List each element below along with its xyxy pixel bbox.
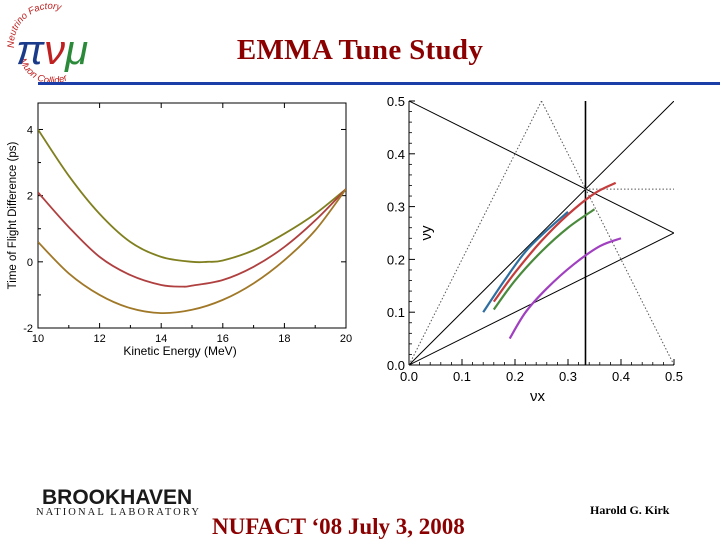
series-line-upper xyxy=(38,128,346,264)
y-tick-label: 0.4 xyxy=(387,147,405,162)
y-axis-label: Time of Flight Difference (ps) xyxy=(7,142,19,290)
x-axis-label: Kinetic Energy (MeV) xyxy=(123,344,236,358)
resonance-line-3nux-left xyxy=(409,101,542,365)
logo-glyph: π xyxy=(16,26,45,73)
x-axis-label: νx xyxy=(530,388,546,405)
footer-author: Harold G. Kirk xyxy=(590,503,670,517)
series-line-middle xyxy=(38,188,346,288)
footer-event: NUFACT ‘08 July 3, 2008 xyxy=(212,514,465,539)
x-tick-label: 18 xyxy=(278,333,290,345)
x-tick-label: 0.3 xyxy=(559,369,577,384)
y-tick-label: 4 xyxy=(27,124,33,136)
y-tick-label: 0.2 xyxy=(387,252,405,267)
x-tick-label: 0.1 xyxy=(453,369,471,384)
x-tick-label: 0.0 xyxy=(400,369,418,384)
x-tick-label: 10 xyxy=(32,333,44,345)
x-tick-label: 0.5 xyxy=(665,369,683,384)
y-axis-label: νy xyxy=(418,225,435,241)
x-tick-label: 0.2 xyxy=(506,369,524,384)
series-line-red xyxy=(492,181,617,303)
logo-glyph: μ xyxy=(64,26,88,73)
y-tick-label: 0 xyxy=(27,257,33,269)
series-line-green xyxy=(492,208,596,311)
series-line-lower xyxy=(38,188,346,315)
y-tick-label: -2 xyxy=(23,323,33,335)
slide-title: EMMA Tune Study xyxy=(236,34,484,66)
resonance-line-2nuy-nux=0 xyxy=(409,232,674,365)
x-tick-label: 16 xyxy=(217,333,229,345)
title-rule xyxy=(38,82,720,85)
y-tick-label: 0.5 xyxy=(387,94,405,109)
y-tick-label: 0.3 xyxy=(387,200,405,215)
x-tick-label: 0.4 xyxy=(612,369,630,384)
resonance-line-nux=nuy xyxy=(409,101,674,365)
logo-glyphs: πνμ xyxy=(16,26,88,73)
y-tick-label: 0.0 xyxy=(387,358,405,373)
institution-name: BROOKHAVEN xyxy=(42,486,193,509)
x-tick-label: 20 xyxy=(340,333,352,345)
logo-glyph: ν xyxy=(44,26,65,73)
resonance-line-nux+nuy=0.5 xyxy=(409,101,674,234)
y-tick-label: 2 xyxy=(27,191,33,203)
x-tick-label: 14 xyxy=(155,333,167,345)
plot-frame xyxy=(37,102,347,329)
tune-diagram: 0.0 0.1 0.2 0.3 0.4 0.5 0.0 0.1 0.2 0.3 0.4 0.5 νx νy xyxy=(387,94,683,405)
tof-chart: 10 12 14 16 18 20 -2 0 2 4 Kinetic Energy (MeV) Tim… xyxy=(7,102,352,358)
neutrino-factory-logo-icon: Neutrino Factory Muon Collider πνμ xyxy=(6,2,88,84)
series-line-purple xyxy=(508,237,622,340)
y-tick-label: 0.1 xyxy=(387,305,405,320)
series-line-blue xyxy=(482,211,569,313)
x-tick-label: 12 xyxy=(93,333,105,345)
resonance-line-3nux-right xyxy=(541,101,674,365)
institution-subtitle: NATIONAL LABORATORY xyxy=(36,507,202,518)
